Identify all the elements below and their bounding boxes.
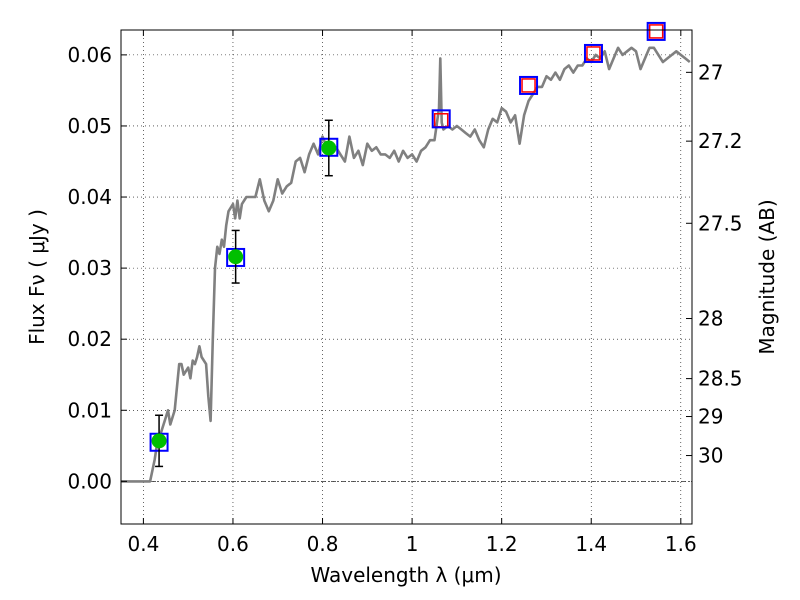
x-tick-label: 1.2 [486, 532, 518, 556]
model-flux-marker [646, 21, 666, 41]
y-tick-label: 0.03 [67, 256, 112, 280]
y-tick-label: 0.02 [67, 327, 112, 351]
x-tick-label: 1 [406, 532, 419, 556]
x-axis-label: Wavelength λ (μm) [310, 563, 501, 587]
magnitude-tick-label: 30 [698, 444, 723, 468]
upper-limit-marker [521, 78, 536, 93]
x-tick-label: 0.6 [217, 532, 249, 556]
right-axis-label: Magnitude (AB) [755, 199, 779, 354]
y-tick-label: 0.06 [67, 43, 112, 67]
model-flux-marker [519, 75, 539, 95]
magnitude-tick-label: 27 [698, 60, 723, 84]
magnitude-tick-label: 27.2 [698, 129, 743, 153]
model-flux-marker [431, 109, 451, 129]
observed-point [151, 433, 167, 449]
y-ticks: 0.00 0.01 0.02 0.03 0.04 0.05 0.06 [67, 43, 127, 493]
upper-limit-marker [648, 24, 664, 39]
magnitude-tick-label: 29 [698, 405, 723, 429]
magnitude-tick-label: 28 [698, 307, 723, 331]
magnitude-ticks: 27 27.2 27.5 28 28.5 29 30 [686, 60, 743, 468]
magnitude-tick-label: 27.5 [698, 211, 743, 235]
y-tick-label: 0.05 [67, 114, 112, 138]
y-tick-label: 0.01 [67, 398, 112, 422]
model-spectrum-line [121, 46, 691, 483]
model-flux-marker [583, 43, 603, 63]
magnitude-tick-label: 28.5 [698, 367, 743, 391]
observed-point [228, 249, 244, 265]
x-ticks: 0.4 0.6 0.8 1 1.2 1.4 1.6 [127, 30, 697, 556]
x-tick-label: 1.6 [665, 532, 697, 556]
y-tick-label: 0.04 [67, 185, 112, 209]
model-flux-markers [149, 21, 666, 452]
grid [121, 30, 692, 524]
x-tick-label: 0.8 [307, 532, 339, 556]
plot-frame [120, 29, 693, 525]
observed-point [321, 140, 337, 156]
x-tick-label: 0.4 [127, 532, 159, 556]
upper-limit-marker [586, 46, 601, 61]
y-tick-label: 0.00 [67, 469, 112, 493]
x-tick-label: 1.4 [575, 532, 607, 556]
y-axis-label: Flux Fν ( μJy ) [25, 209, 49, 345]
observed-markers [151, 119, 337, 468]
upper-limit-markers [433, 24, 664, 128]
